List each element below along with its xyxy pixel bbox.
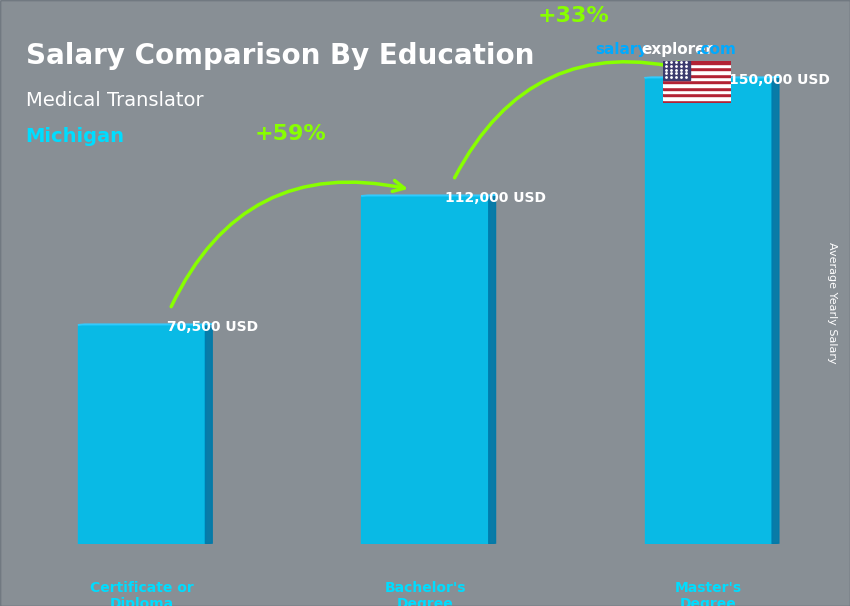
Bar bbox=[663, 93, 731, 96]
Text: Michigan: Michigan bbox=[26, 127, 124, 146]
Bar bbox=[663, 80, 731, 84]
Bar bbox=[663, 87, 731, 90]
Text: 112,000 USD: 112,000 USD bbox=[445, 191, 547, 205]
Text: explorer: explorer bbox=[642, 42, 714, 58]
Text: Bachelor's
Degree: Bachelor's Degree bbox=[384, 581, 466, 606]
Bar bbox=[361, 196, 489, 544]
Polygon shape bbox=[78, 324, 212, 325]
Bar bbox=[663, 70, 731, 74]
Polygon shape bbox=[206, 324, 212, 544]
Text: Average Yearly Salary: Average Yearly Salary bbox=[827, 242, 837, 364]
Text: 150,000 USD: 150,000 USD bbox=[728, 73, 830, 87]
Text: Medical Translator: Medical Translator bbox=[26, 91, 203, 110]
Bar bbox=[78, 325, 206, 544]
Bar bbox=[663, 77, 731, 80]
Bar bbox=[663, 84, 731, 87]
Text: Certificate or
Diploma: Certificate or Diploma bbox=[90, 581, 194, 606]
Polygon shape bbox=[489, 195, 496, 544]
Polygon shape bbox=[361, 195, 496, 196]
Polygon shape bbox=[644, 77, 779, 78]
Bar bbox=[663, 64, 731, 67]
Text: +33%: +33% bbox=[538, 5, 609, 25]
Bar bbox=[663, 100, 731, 103]
Text: +59%: +59% bbox=[254, 124, 326, 144]
Text: Master's
Degree: Master's Degree bbox=[675, 581, 742, 606]
Text: salary: salary bbox=[595, 42, 648, 58]
Bar bbox=[663, 67, 731, 70]
Bar bbox=[663, 96, 731, 100]
Bar bbox=[663, 61, 731, 64]
Text: Salary Comparison By Education: Salary Comparison By Education bbox=[26, 42, 534, 70]
Bar bbox=[663, 90, 731, 93]
Text: 70,500 USD: 70,500 USD bbox=[167, 320, 258, 334]
Text: .com: .com bbox=[695, 42, 736, 58]
Bar bbox=[663, 74, 731, 77]
Bar bbox=[644, 78, 772, 544]
Polygon shape bbox=[772, 77, 779, 544]
